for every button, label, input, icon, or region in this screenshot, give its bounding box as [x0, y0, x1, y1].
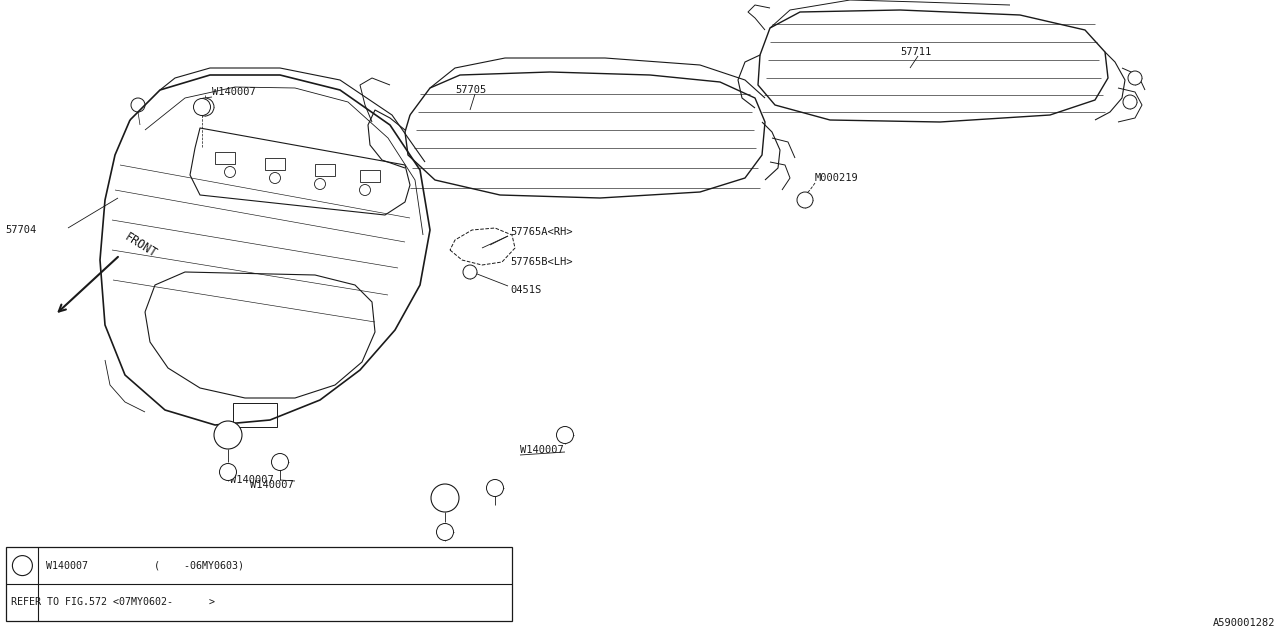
Circle shape — [1128, 71, 1142, 85]
Bar — [315, 164, 335, 176]
Text: 57704: 57704 — [5, 225, 36, 235]
Text: 1: 1 — [442, 493, 448, 503]
Bar — [233, 403, 276, 427]
Circle shape — [436, 524, 453, 541]
Circle shape — [271, 454, 288, 470]
Text: W140007: W140007 — [212, 87, 256, 97]
Bar — [215, 152, 236, 164]
Circle shape — [431, 484, 460, 512]
Text: 1: 1 — [19, 561, 26, 571]
Circle shape — [214, 421, 242, 449]
Bar — [360, 170, 380, 182]
Text: 57705: 57705 — [454, 85, 486, 95]
Text: W140007: W140007 — [230, 475, 274, 485]
Text: 57711: 57711 — [900, 47, 932, 57]
Text: 0451S: 0451S — [509, 285, 541, 295]
Circle shape — [557, 426, 573, 444]
Text: 1: 1 — [225, 430, 230, 440]
Circle shape — [797, 192, 813, 208]
Circle shape — [463, 265, 477, 279]
Text: W140007: W140007 — [520, 445, 563, 455]
Bar — [6, 547, 512, 621]
Text: A590001282: A590001282 — [1212, 618, 1275, 628]
Bar — [265, 158, 285, 170]
Circle shape — [1123, 95, 1137, 109]
Circle shape — [219, 463, 237, 481]
Text: 57765A<RH>: 57765A<RH> — [509, 227, 572, 237]
Text: REFER TO FIG.572 <07MY0602-      >: REFER TO FIG.572 <07MY0602- > — [12, 597, 215, 607]
Text: W140007: W140007 — [250, 480, 293, 490]
Circle shape — [13, 556, 32, 575]
Text: 57765B<LH>: 57765B<LH> — [509, 257, 572, 267]
Circle shape — [193, 99, 210, 115]
Text: W140007           (    -06MY0603): W140007 ( -06MY0603) — [46, 561, 244, 571]
Circle shape — [196, 98, 214, 116]
Circle shape — [486, 479, 503, 497]
Text: FRONT: FRONT — [122, 230, 159, 260]
Text: M000219: M000219 — [815, 173, 859, 183]
